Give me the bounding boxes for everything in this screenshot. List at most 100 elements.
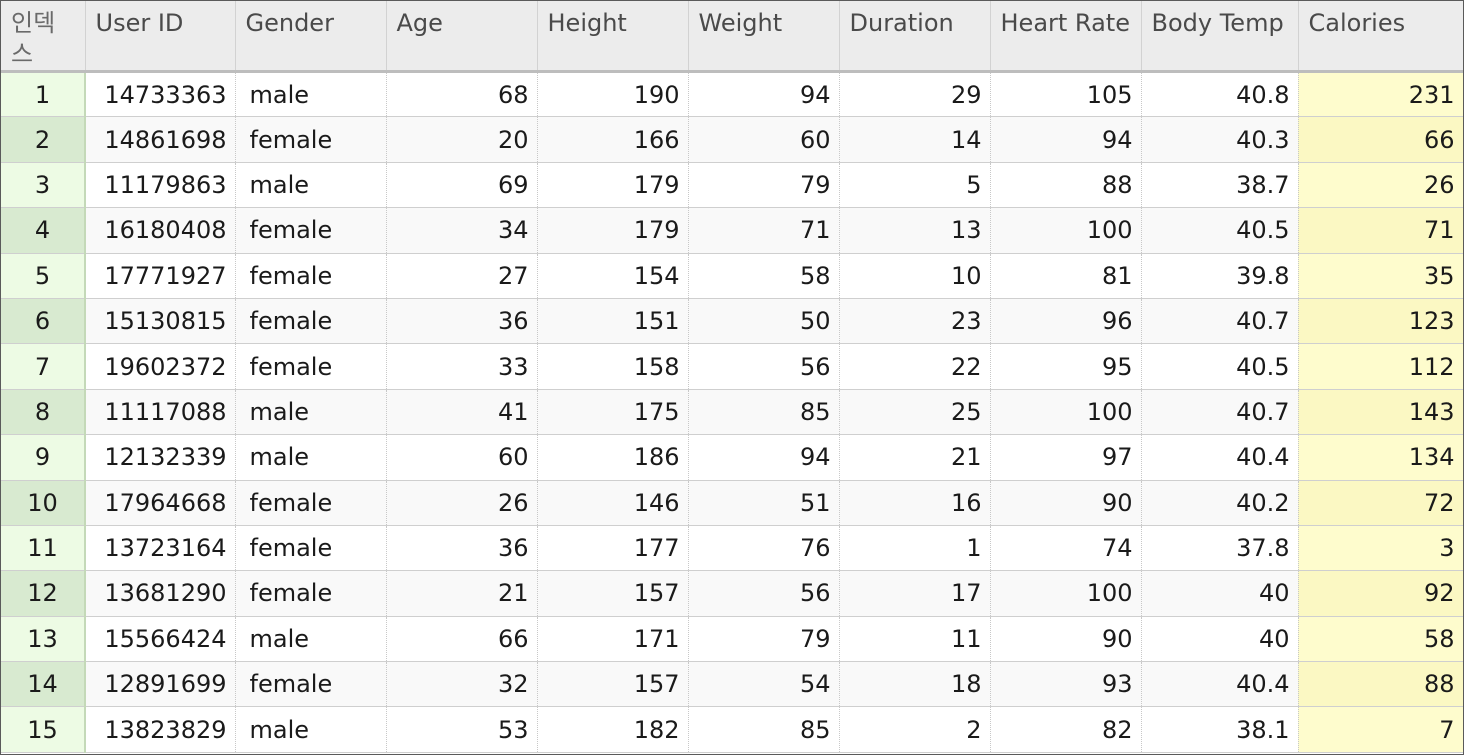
body-temp-cell[interactable]: 40.4 xyxy=(1141,661,1299,708)
age-cell[interactable]: 53 xyxy=(386,706,538,753)
calories-cell[interactable]: 58 xyxy=(1298,616,1463,663)
age-cell[interactable]: 68 xyxy=(386,71,538,118)
calories-cell[interactable]: 88 xyxy=(1298,661,1463,708)
user-id-cell[interactable]: 13823829 xyxy=(85,706,236,753)
age-cell[interactable]: 41 xyxy=(386,389,538,436)
gender-cell[interactable]: male xyxy=(235,434,387,481)
calories-cell[interactable]: 71 xyxy=(1298,207,1463,254)
column-header-heart-rate[interactable]: Heart Rate xyxy=(990,1,1142,73)
gender-cell[interactable]: female xyxy=(235,298,387,345)
row-index-cell[interactable]: 4 xyxy=(1,207,86,254)
calories-cell[interactable]: 72 xyxy=(1298,480,1463,526)
duration-cell[interactable]: 14 xyxy=(839,116,991,163)
calories-cell[interactable]: 134 xyxy=(1298,434,1463,481)
row-index-cell[interactable]: 8 xyxy=(1,389,86,436)
weight-cell[interactable]: 60 xyxy=(688,116,840,163)
weight-cell[interactable]: 94 xyxy=(688,71,840,118)
calories-cell[interactable]: 112 xyxy=(1298,343,1463,390)
weight-cell[interactable]: 85 xyxy=(688,706,840,753)
row-index-cell[interactable]: 3 xyxy=(1,162,86,209)
row-index-cell[interactable]: 14 xyxy=(1,661,86,708)
height-cell[interactable]: 154 xyxy=(537,253,689,299)
age-cell[interactable]: 20 xyxy=(386,116,538,163)
table-row[interactable]: 1 14733363 male 68 190 94 29 105 40.8 231 xyxy=(1,71,1463,118)
weight-cell[interactable]: 58 xyxy=(688,253,840,299)
age-cell[interactable]: 66 xyxy=(386,616,538,663)
heart-rate-cell[interactable]: 94 xyxy=(990,116,1142,163)
table-row[interactable]: 9 12132339 male 60 186 94 21 97 40.4 134 xyxy=(1,434,1463,481)
calories-cell[interactable]: 26 xyxy=(1298,162,1463,209)
row-index-cell[interactable]: 9 xyxy=(1,434,86,481)
column-header-index[interactable]: 인덱스 xyxy=(1,1,86,73)
height-cell[interactable]: 171 xyxy=(537,616,689,663)
row-index-cell[interactable]: 7 xyxy=(1,343,86,390)
height-cell[interactable]: 157 xyxy=(537,570,689,617)
gender-cell[interactable]: male xyxy=(235,389,387,436)
body-temp-cell[interactable]: 40.7 xyxy=(1141,298,1299,345)
calories-cell[interactable]: 143 xyxy=(1298,389,1463,436)
gender-cell[interactable]: female xyxy=(235,570,387,617)
age-cell[interactable]: 60 xyxy=(386,434,538,481)
heart-rate-cell[interactable]: 100 xyxy=(990,389,1142,436)
table-row[interactable]: 13 15566424 male 66 171 79 11 90 40 58 xyxy=(1,616,1463,663)
weight-cell[interactable]: 79 xyxy=(688,162,840,209)
age-cell[interactable]: 69 xyxy=(386,162,538,209)
user-id-cell[interactable]: 14733363 xyxy=(85,71,236,118)
table-row[interactable]: 4 16180408 female 34 179 71 13 100 40.5 71 xyxy=(1,207,1463,254)
gender-cell[interactable]: female xyxy=(235,207,387,254)
row-index-cell[interactable]: 5 xyxy=(1,253,86,299)
calories-cell[interactable]: 3 xyxy=(1298,525,1463,572)
row-index-cell[interactable]: 2 xyxy=(1,116,86,163)
column-header-user-id[interactable]: User ID xyxy=(85,1,236,73)
row-index-cell[interactable]: 12 xyxy=(1,570,86,617)
weight-cell[interactable]: 56 xyxy=(688,343,840,390)
age-cell[interactable]: 36 xyxy=(386,298,538,345)
row-index-cell[interactable]: 11 xyxy=(1,525,86,572)
duration-cell[interactable]: 29 xyxy=(839,71,991,118)
age-cell[interactable]: 27 xyxy=(386,253,538,299)
duration-cell[interactable]: 10 xyxy=(839,253,991,299)
user-id-cell[interactable]: 12132339 xyxy=(85,434,236,481)
column-header-duration[interactable]: Duration xyxy=(839,1,991,73)
column-header-gender[interactable]: Gender xyxy=(235,1,387,73)
age-cell[interactable]: 26 xyxy=(386,480,538,526)
table-row[interactable]: 8 11117088 male 41 175 85 25 100 40.7 143 xyxy=(1,389,1463,436)
column-header-body-temp[interactable]: Body Temp xyxy=(1141,1,1299,73)
heart-rate-cell[interactable]: 82 xyxy=(990,706,1142,753)
heart-rate-cell[interactable]: 96 xyxy=(990,298,1142,345)
row-index-cell[interactable]: 1 xyxy=(1,71,86,118)
table-row[interactable]: 5 17771927 female 27 154 58 10 81 39.8 35 xyxy=(1,253,1463,299)
column-header-height[interactable]: Height xyxy=(537,1,689,73)
duration-cell[interactable]: 25 xyxy=(839,389,991,436)
height-cell[interactable]: 182 xyxy=(537,706,689,753)
gender-cell[interactable]: female xyxy=(235,480,387,526)
duration-cell[interactable]: 23 xyxy=(839,298,991,345)
gender-cell[interactable]: female xyxy=(235,253,387,299)
body-temp-cell[interactable]: 40 xyxy=(1141,616,1299,663)
height-cell[interactable]: 158 xyxy=(537,343,689,390)
gender-cell[interactable]: female xyxy=(235,525,387,572)
body-temp-cell[interactable]: 38.7 xyxy=(1141,162,1299,209)
heart-rate-cell[interactable]: 100 xyxy=(990,570,1142,617)
height-cell[interactable]: 179 xyxy=(537,162,689,209)
body-temp-cell[interactable]: 40.8 xyxy=(1141,71,1299,118)
calories-cell[interactable]: 92 xyxy=(1298,570,1463,617)
height-cell[interactable]: 146 xyxy=(537,480,689,526)
table-row[interactable]: 2 14861698 female 20 166 60 14 94 40.3 66 xyxy=(1,116,1463,163)
heart-rate-cell[interactable]: 90 xyxy=(990,616,1142,663)
body-temp-cell[interactable]: 39.8 xyxy=(1141,253,1299,299)
heart-rate-cell[interactable]: 74 xyxy=(990,525,1142,572)
height-cell[interactable]: 166 xyxy=(537,116,689,163)
calories-cell[interactable]: 123 xyxy=(1298,298,1463,345)
duration-cell[interactable]: 2 xyxy=(839,706,991,753)
user-id-cell[interactable]: 19602372 xyxy=(85,343,236,390)
duration-cell[interactable]: 22 xyxy=(839,343,991,390)
heart-rate-cell[interactable]: 95 xyxy=(990,343,1142,390)
row-index-cell[interactable]: 13 xyxy=(1,616,86,663)
weight-cell[interactable]: 94 xyxy=(688,434,840,481)
user-id-cell[interactable]: 13681290 xyxy=(85,570,236,617)
table-row[interactable]: 15 13823829 male 53 182 85 2 82 38.1 7 xyxy=(1,706,1463,753)
table-row[interactable]: 14 12891699 female 32 157 54 18 93 40.4 88 xyxy=(1,661,1463,708)
weight-cell[interactable]: 79 xyxy=(688,616,840,663)
heart-rate-cell[interactable]: 90 xyxy=(990,480,1142,526)
